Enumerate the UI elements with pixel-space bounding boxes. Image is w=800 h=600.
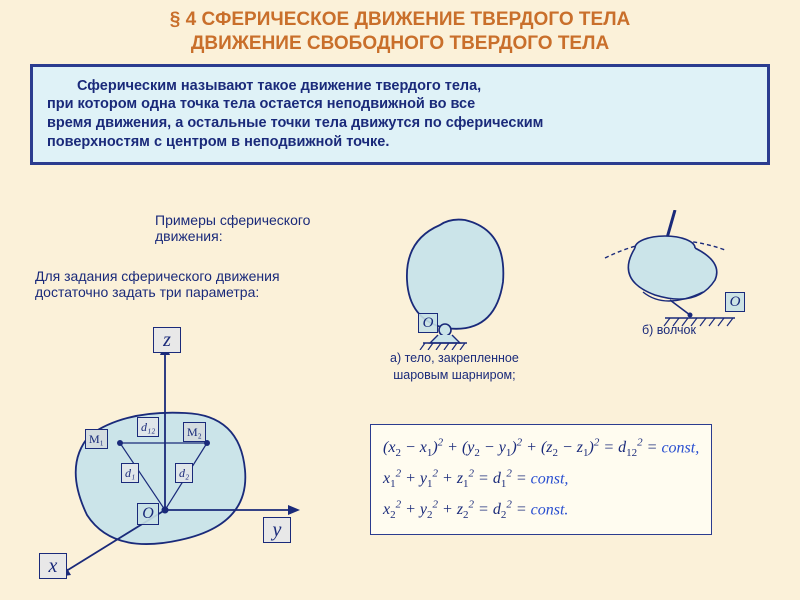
eq3: x22 + y22 + z22 = d22 = const. (383, 495, 699, 526)
slide-title: § 4 СФЕРИЧЕСКОЕ ДВИЖЕНИЕ ТВЕРДОГО ТЕЛА Д… (0, 0, 800, 56)
figure-c: z y x О M₁ M₂ d₁₂ d₁ d₂ (35, 325, 335, 590)
figure-b-O-label: О (725, 292, 745, 312)
eq3-lhs: x22 + y22 + z22 = d22 = (383, 501, 531, 518)
eq2-const: const, (531, 470, 569, 487)
figure-a: О (385, 210, 535, 355)
eq1: (x2 − x1)2 + (y2 − y1)2 + (z2 − z1)2 = d… (383, 433, 699, 464)
examples-l1: Примеры сферического (155, 212, 310, 228)
M2-label: M₂ (183, 422, 206, 442)
axis-y-label: y (263, 517, 291, 543)
figure-b-svg (575, 210, 775, 330)
caption-a-l1: а) тело, закрепленное (390, 350, 519, 367)
figure-b: О (575, 210, 775, 335)
d12-label: d₁₂ (137, 417, 159, 437)
definition-box: Сферическим называют такое движение твер… (30, 64, 770, 165)
figure-a-O-label: О (418, 313, 438, 333)
title-line-1: § 4 СФЕРИЧЕСКОЕ ДВИЖЕНИЕ ТВЕРДОГО ТЕЛА (0, 8, 800, 32)
examples-l2: движения: (155, 228, 310, 244)
eq1-const: const, (661, 439, 699, 456)
def-line-2: при котором одна точка тела остается неп… (47, 95, 753, 114)
caption-a-l2: шаровым шарниром; (390, 367, 519, 384)
figure-c-svg (35, 325, 335, 585)
setup-text: Для задания сферического движения достат… (35, 268, 280, 300)
d1-label: d₁ (121, 463, 139, 483)
def-line-4: поверхностям с центром в неподвижной точ… (47, 133, 753, 152)
M1-label: M₁ (85, 429, 108, 449)
eq1-lhs: (x2 − x1)2 + (y2 − y1)2 + (z2 − z1)2 = d… (383, 439, 661, 456)
d2-label: d₂ (175, 463, 193, 483)
examples-heading: Примеры сферического движения: (155, 212, 310, 244)
setup-l2: достаточно задать три параметра: (35, 284, 280, 300)
title-line-2: ДВИЖЕНИЕ СВОБОДНОГО ТВЕРДОГО ТЕЛА (0, 32, 800, 56)
eq3-const: const. (531, 501, 569, 518)
axis-z-label: z (153, 327, 181, 353)
eq2-lhs: x12 + y12 + z12 = d12 = (383, 470, 531, 487)
eq2: x12 + y12 + z12 = d12 = const, (383, 464, 699, 495)
figure-c-O-label: О (137, 503, 159, 525)
equations-box: (x2 − x1)2 + (y2 − y1)2 + (z2 − z1)2 = d… (370, 424, 712, 535)
figure-b-caption: б) волчок (642, 323, 696, 337)
axis-x-label: x (39, 553, 67, 579)
setup-l1: Для задания сферического движения (35, 268, 280, 284)
figure-a-svg (385, 210, 535, 350)
def-line-1: Сферическим называют такое движение твер… (47, 77, 753, 96)
figure-a-caption: а) тело, закрепленное шаровым шарниром; (390, 350, 519, 384)
def-line-3: время движения, а остальные точки тела д… (47, 114, 753, 133)
